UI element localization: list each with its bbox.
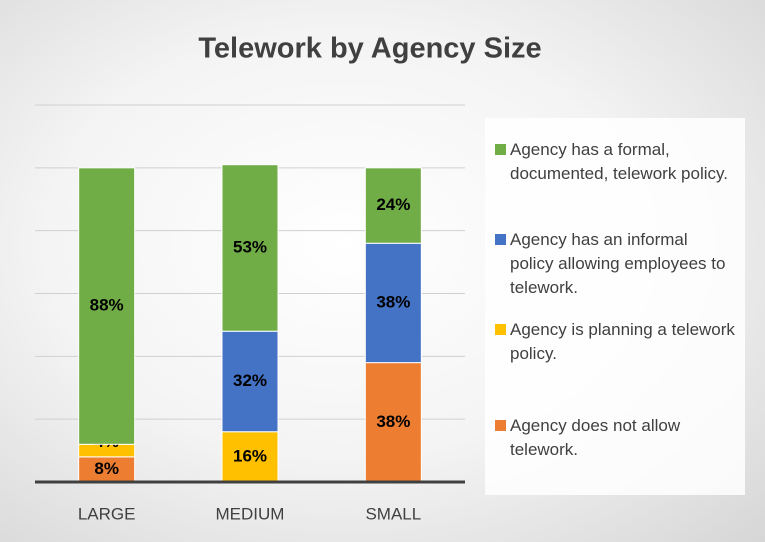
legend-entry: Agency has a formal, documented, telewor… — [495, 138, 735, 186]
legend-entry: Agency does not allow telework. — [495, 414, 735, 462]
data-label: 24% — [376, 195, 410, 214]
chart-title: Telework by Agency Size — [198, 33, 541, 65]
data-label: 88% — [90, 296, 124, 315]
data-label: 32% — [233, 371, 267, 390]
x-tick-label: MEDIUM — [216, 504, 285, 523]
data-label: 8% — [94, 459, 119, 478]
legend-label: Agency does not allow telework. — [510, 416, 681, 459]
legend-label: Agency has a formal, documented, telewor… — [510, 140, 728, 183]
legend-label: Agency has an informal policy allowing e… — [510, 230, 726, 297]
legend-entry: Agency is planning a telework policy. — [495, 318, 735, 366]
bar-segment — [78, 167, 136, 445]
bar-segment — [364, 362, 422, 483]
legend-swatch — [495, 234, 506, 245]
legend-swatch — [495, 324, 506, 335]
bar-segment — [78, 456, 136, 483]
bar-segment — [364, 242, 422, 364]
data-label: 16% — [233, 446, 267, 465]
x-tick-label: SMALL — [365, 504, 421, 523]
legend-swatch — [495, 420, 506, 431]
legend-entry: Agency has an informal policy allowing e… — [495, 228, 735, 300]
legend: Agency has a formal, documented, telewor… — [485, 118, 745, 495]
bar-segment — [221, 431, 279, 483]
data-label: 38% — [376, 292, 410, 311]
legend-swatch — [495, 144, 506, 155]
bar-segment — [364, 167, 422, 244]
data-label: 53% — [233, 237, 267, 256]
bar-segment — [221, 164, 279, 332]
bar-segment — [221, 330, 279, 433]
legend-label: Agency is planning a telework policy. — [510, 320, 735, 363]
x-tick-label: LARGE — [78, 504, 136, 523]
data-label: 38% — [376, 412, 410, 431]
